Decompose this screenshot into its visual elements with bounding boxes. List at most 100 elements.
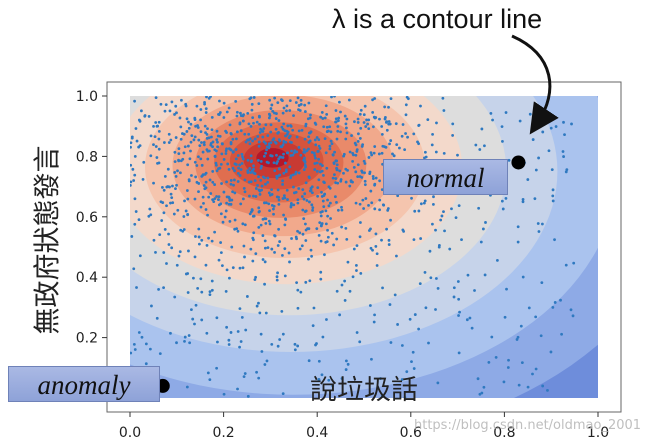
- scatter-point: [278, 338, 282, 341]
- scatter-point: [250, 108, 254, 112]
- scatter-point: [302, 217, 306, 221]
- scatter-point: [264, 311, 268, 315]
- scatter-point: [262, 127, 266, 130]
- scatter-point: [539, 334, 543, 338]
- scatter-point: [362, 207, 365, 210]
- scatter-point: [480, 391, 484, 395]
- scatter-point: [476, 377, 480, 381]
- scatter-point: [370, 153, 374, 157]
- scatter-point: [296, 344, 300, 348]
- scatter-point: [413, 209, 417, 213]
- scatter-point: [140, 335, 144, 339]
- scatter-point: [243, 255, 246, 259]
- scatter-point: [387, 120, 391, 123]
- scatter-point: [285, 188, 289, 192]
- scatter-point: [456, 153, 459, 157]
- scatter-point: [265, 359, 269, 363]
- scatter-point: [380, 394, 384, 398]
- scatter-point: [388, 142, 391, 146]
- normal-label: normal: [383, 159, 508, 195]
- scatter-point: [227, 106, 231, 110]
- scatter-point: [204, 180, 208, 184]
- scatter-point: [267, 219, 271, 223]
- scatter-point: [431, 222, 434, 226]
- scatter-point: [412, 132, 416, 136]
- scatter-point: [309, 113, 312, 117]
- scatter-point: [386, 208, 390, 212]
- scatter-point: [334, 181, 338, 185]
- scatter-point: [364, 197, 368, 200]
- scatter-point: [304, 209, 308, 213]
- scatter-point: [478, 148, 482, 151]
- scatter-point: [417, 327, 421, 331]
- scatter-point: [554, 125, 558, 128]
- scatter-point: [200, 238, 204, 242]
- scatter-point: [389, 341, 393, 344]
- scatter-point: [431, 132, 434, 136]
- scatter-point: [209, 192, 213, 195]
- scatter-point: [404, 113, 408, 117]
- scatter-point: [359, 126, 363, 130]
- scatter-point: [384, 145, 388, 149]
- scatter-point: [562, 155, 565, 158]
- scatter-point: [230, 198, 234, 202]
- scatter-point: [251, 116, 255, 120]
- scatter-point: [516, 225, 520, 229]
- scatter-point: [287, 136, 291, 140]
- scatter-point: [282, 152, 285, 156]
- scatter-point: [356, 175, 360, 179]
- scatter-point: [434, 277, 438, 280]
- scatter-point: [161, 185, 164, 189]
- scatter-point: [304, 280, 308, 284]
- scatter-point: [258, 311, 262, 315]
- scatter-point: [380, 188, 384, 192]
- scatter-point: [374, 116, 378, 119]
- scatter-point: [335, 137, 339, 141]
- scatter-point: [267, 191, 271, 195]
- scatter-point: [187, 178, 191, 182]
- scatter-point: [213, 183, 216, 186]
- scatter-point: [241, 119, 245, 123]
- scatter-point: [189, 122, 193, 126]
- scatter-point: [264, 221, 268, 225]
- scatter-point: [503, 315, 507, 319]
- scatter-point: [362, 121, 366, 124]
- scatter-point: [184, 209, 188, 213]
- scatter-point: [355, 269, 358, 272]
- scatter-point: [228, 219, 232, 223]
- scatter-point: [500, 199, 504, 203]
- scatter-point: [285, 104, 289, 108]
- scatter-point: [378, 117, 381, 121]
- scatter-point: [152, 181, 155, 185]
- scatter-point: [300, 244, 304, 248]
- scatter-point: [147, 115, 151, 118]
- scatter-point: [553, 238, 556, 242]
- scatter-point: [564, 170, 568, 174]
- scatter-point: [268, 114, 272, 118]
- scatter-point: [474, 143, 478, 147]
- scatter-point: [216, 140, 219, 144]
- scatter-point: [253, 137, 257, 141]
- scatter-point: [273, 169, 277, 173]
- scatter-point: [198, 144, 202, 148]
- scatter-point: [258, 192, 262, 196]
- scatter-point: [295, 135, 299, 139]
- scatter-point: [281, 332, 285, 336]
- scatter-point: [269, 107, 273, 110]
- scatter-point: [457, 314, 460, 317]
- scatter-point: [259, 223, 263, 227]
- scatter-point: [412, 367, 416, 370]
- scatter-point: [270, 193, 274, 196]
- scatter-point: [132, 343, 136, 346]
- scatter-point: [222, 392, 226, 396]
- y-tick-label: 1.0: [76, 89, 98, 105]
- scatter-point: [490, 335, 494, 339]
- scatter-point: [213, 148, 217, 152]
- scatter-point: [264, 151, 268, 155]
- scatter-point: [172, 212, 176, 216]
- scatter-point: [419, 237, 423, 240]
- scatter-point: [179, 137, 183, 141]
- scatter-point: [217, 203, 221, 207]
- scatter-point: [333, 96, 336, 98]
